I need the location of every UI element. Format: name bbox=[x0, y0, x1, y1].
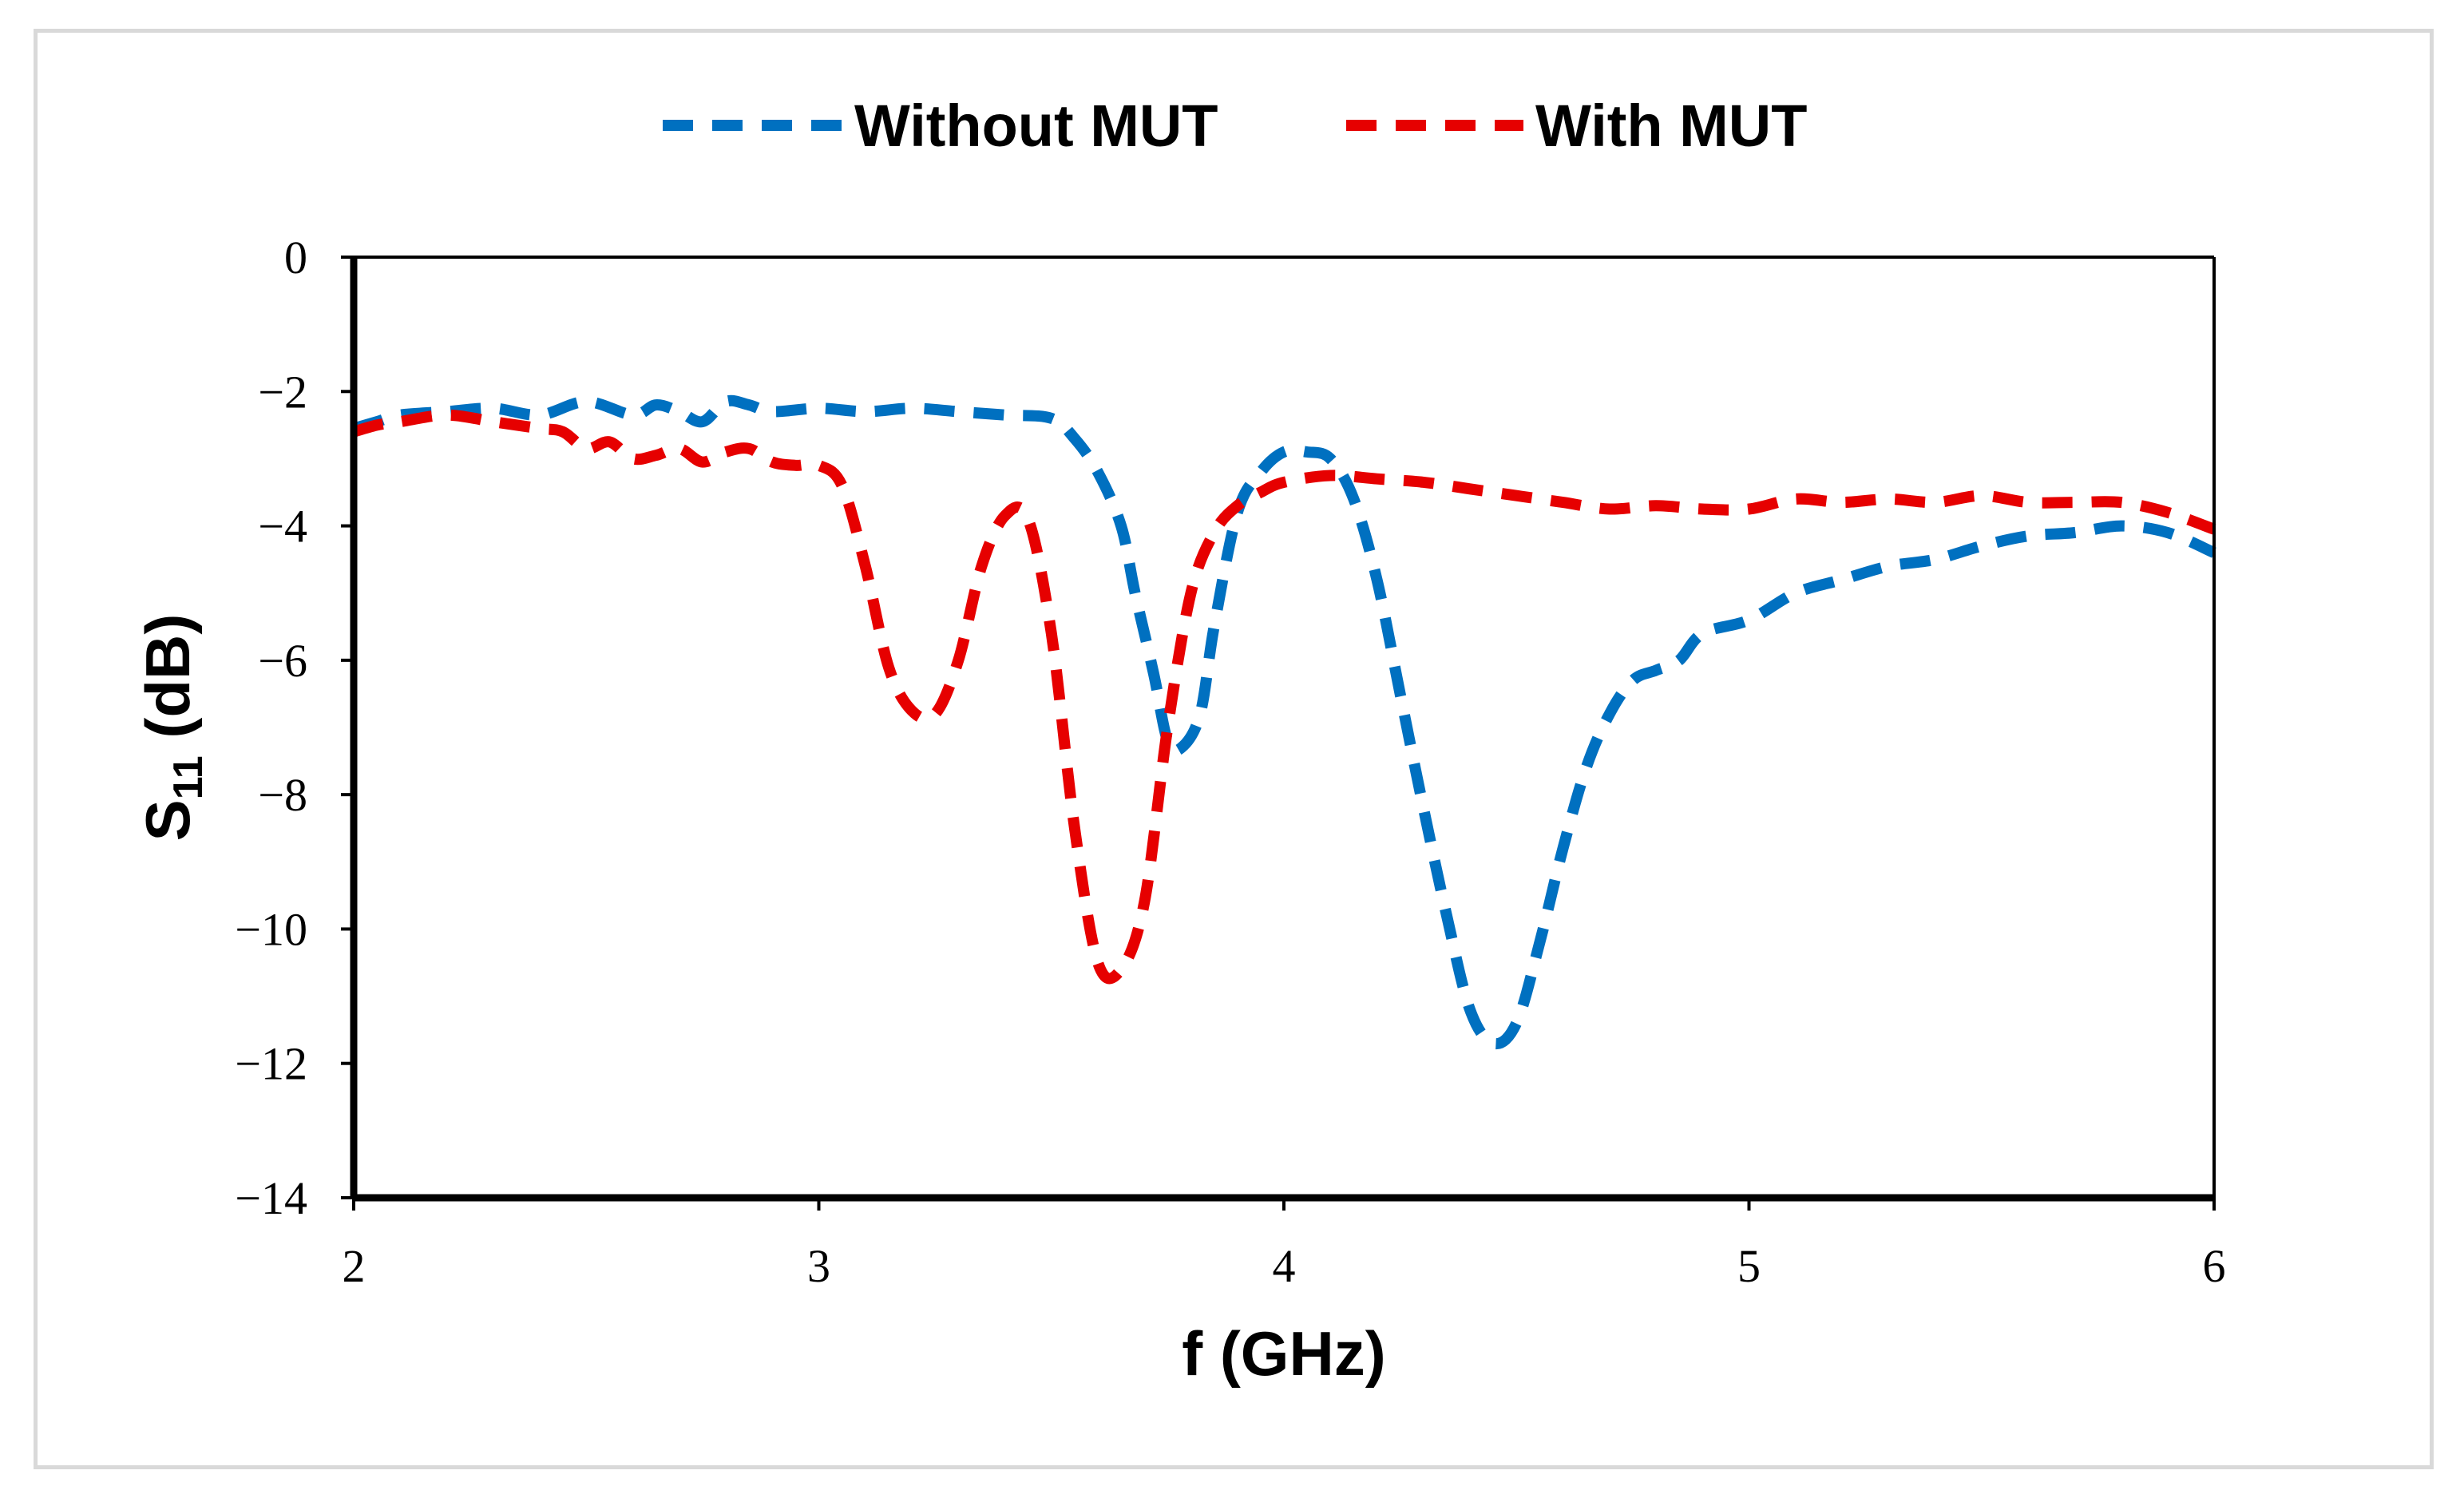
ticks-layer: 2 3 4 5 6 0 −2 −4 −6 −8 −10 −12 −14 bbox=[235, 232, 2225, 1292]
series-line-with-mut bbox=[352, 409, 2216, 985]
y-tick-label: −10 bbox=[235, 903, 307, 955]
x-tick-label: 3 bbox=[807, 1240, 830, 1292]
legend-label-without-mut: Without MUT bbox=[854, 93, 1218, 159]
y-axis-title-sub: 11 bbox=[165, 755, 212, 799]
series-layer bbox=[352, 394, 2216, 1050]
y-axis-title-unit: (dB) bbox=[133, 614, 203, 756]
plot-area bbox=[350, 256, 2216, 1202]
y-tick-label: −6 bbox=[258, 635, 307, 687]
y-tick-label: −2 bbox=[258, 366, 307, 418]
y-axis-title-main: S bbox=[133, 799, 203, 841]
legend-label-with-mut: With MUT bbox=[1535, 93, 1807, 159]
plot-background bbox=[354, 257, 2214, 1198]
series-line-without-mut bbox=[352, 394, 2216, 1050]
legend: Without MUT With MUT bbox=[663, 93, 1807, 159]
y-tick-label: 0 bbox=[284, 232, 307, 283]
x-tick-label: 6 bbox=[2203, 1240, 2226, 1292]
x-tick-label: 4 bbox=[1273, 1240, 1296, 1292]
y-tick-label: −14 bbox=[235, 1172, 307, 1224]
x-axis-title: f (GHz) bbox=[1182, 1318, 1386, 1389]
y-tick-label: −8 bbox=[258, 769, 307, 821]
y-tick-label: −12 bbox=[235, 1038, 307, 1090]
y-tick-label: −4 bbox=[258, 501, 307, 553]
x-tick-label: 5 bbox=[1737, 1240, 1761, 1292]
x-tick-label: 2 bbox=[343, 1240, 366, 1292]
y-axis-title: S11 (dB) bbox=[133, 614, 212, 842]
